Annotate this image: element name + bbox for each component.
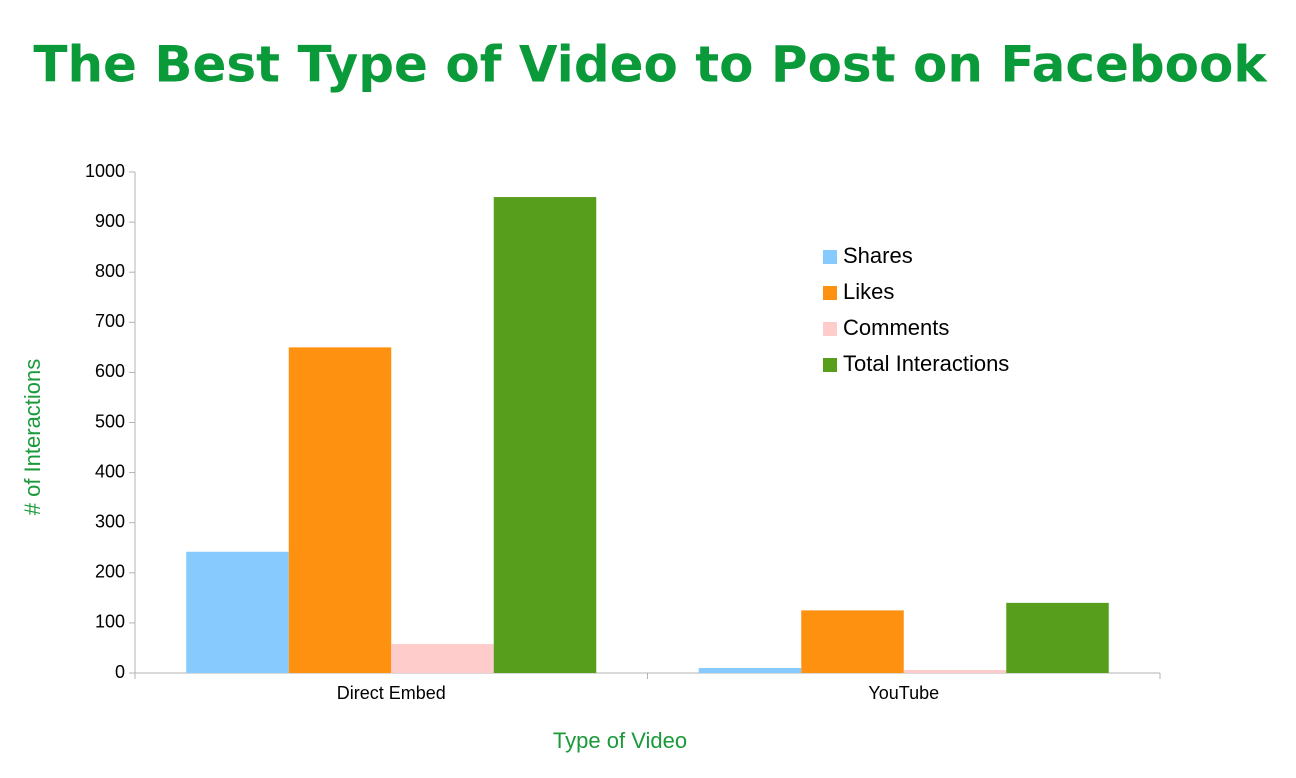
y-tick-label: 0 <box>115 662 125 682</box>
x-tick-label: YouTube <box>868 683 939 703</box>
y-tick-label: 700 <box>95 311 125 331</box>
y-tick-label: 900 <box>95 211 125 231</box>
y-tick-label: 200 <box>95 562 125 582</box>
bar <box>698 667 802 673</box>
y-tick-label: 300 <box>95 511 125 531</box>
y-tick-label: 500 <box>95 411 125 431</box>
chart-title: The Best Type of Video to Post on Facebo… <box>33 36 1268 94</box>
y-tick-label: 100 <box>95 612 125 632</box>
bar <box>1006 602 1109 673</box>
legend-swatch <box>823 250 837 264</box>
legend-swatch <box>823 286 837 300</box>
y-tick-label: 600 <box>95 361 125 381</box>
y-axis-label: # of Interactions <box>20 359 45 516</box>
bar <box>903 669 1007 673</box>
bar <box>493 197 597 674</box>
x-axis-label: Type of Video <box>553 728 687 753</box>
legend-text: Shares <box>843 243 913 268</box>
bar <box>186 551 289 673</box>
x-tick-label: Direct Embed <box>337 683 446 703</box>
legend-swatch <box>823 358 837 372</box>
legend-text: Comments <box>843 315 949 340</box>
bar <box>391 643 494 673</box>
bar <box>288 347 392 673</box>
y-tick-label: 1000 <box>85 161 125 181</box>
legend-swatch <box>823 322 837 336</box>
legend-text: Total Interactions <box>843 351 1009 376</box>
bar <box>801 610 904 673</box>
legend-text: Likes <box>843 279 894 304</box>
y-tick-label: 800 <box>95 261 125 281</box>
y-tick-label: 400 <box>95 461 125 481</box>
